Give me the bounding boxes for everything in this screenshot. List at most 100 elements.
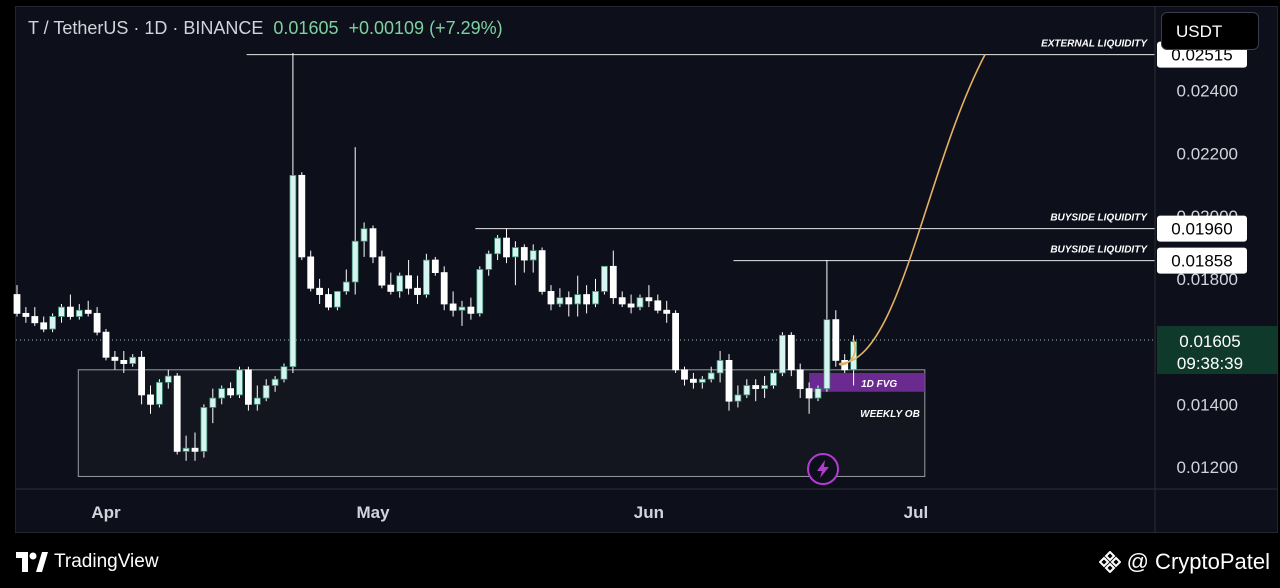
level-label: EXTERNAL LIQUIDITY [1041,39,1148,50]
candle [743,379,751,399]
candle-body-up [494,237,502,255]
candle-body-down [752,385,760,390]
tradingview-brand[interactable]: TradingView [16,551,159,573]
candle-body-down [227,388,235,396]
candle-body-down [681,369,688,380]
candle [369,225,377,264]
candle-body-down [654,300,662,311]
currency-button[interactable]: USDT [1161,12,1259,50]
candle-body-up [592,291,599,305]
x-tick-label: May [356,503,390,522]
candle-body-up [218,388,226,399]
candle-body-down [440,272,448,305]
x-tick-label: Jul [904,503,929,522]
y-tick-label: 0.02400 [1177,82,1238,101]
candle [583,285,590,314]
candle [182,435,190,461]
candle [698,376,706,389]
candle [102,329,110,361]
candle [627,294,635,314]
candle [280,363,288,383]
candle [494,234,502,261]
candle-body-up [476,269,484,314]
candle-body-down [645,297,653,302]
candle-body-up [333,291,341,308]
time-axis[interactable]: Apr May Jun Jul [91,503,928,522]
candle [200,404,208,458]
candle [814,385,822,402]
weekly-ob-zone: WEEKLY OB [77,369,926,477]
candle-body-down [120,360,128,364]
candle-body-down [520,247,528,261]
candle [360,222,368,257]
symbol-title: T / TetherUS · 1D · BINANCE [28,18,264,38]
candle [111,351,119,370]
candle-body-up [164,375,172,383]
y-tick-label: 0.01400 [1177,395,1238,414]
candle-body-up [823,319,831,390]
candle [431,256,439,276]
candle [707,366,715,383]
lightning-icon[interactable] [807,453,839,485]
candle [529,244,537,273]
x-tick-label: Apr [91,503,121,522]
candle [58,303,65,323]
candle-body-up [129,356,137,364]
candle [520,244,528,273]
candle [298,172,306,261]
tradingview-label: TradingView [54,551,159,572]
level-label: BUYSIDE LIQUIDITY [1050,213,1148,224]
level-price-badge: 0.01960 [1157,215,1247,242]
candle-body-up [360,228,368,242]
candle-body-down [93,312,101,333]
candle [209,388,217,424]
candle-body-down [316,287,324,295]
candle [592,278,599,308]
candle-body-down [725,360,733,402]
symbol-header[interactable]: T / TetherUS · 1D · BINANCE 0.01605 +0.001… [28,18,503,39]
candle [75,303,83,320]
candle-body-down [547,291,555,305]
last-price: 0.01605 [273,18,339,38]
candle [325,288,332,311]
candle-body-down [147,394,154,405]
candle-body-up [49,316,56,330]
fvg-box [809,372,925,392]
candle-body-down [387,284,395,292]
candle-body-down [244,369,252,405]
candle-body-down [40,322,48,330]
candle [396,272,404,298]
candle-body-up [200,407,208,452]
candle [512,241,519,286]
candle-body-down [405,275,413,289]
badge-value: 0.02515 [1171,46,1232,65]
candle-body-up [280,366,288,380]
candle-body-up [262,385,270,399]
candle-body-down [378,256,386,286]
candle [333,291,341,311]
fvg-zone: 1D FVG [809,372,925,392]
candle-body-up [601,265,608,292]
candle-body-down [307,256,315,289]
candle-body-down [538,250,546,292]
candle [538,247,546,295]
candle [654,294,662,314]
candle-body-up [556,297,564,305]
candle [244,366,252,411]
candle-body-up [182,447,190,452]
candle-body-up [485,253,493,270]
candle-body-down [369,228,377,258]
candle [761,376,768,399]
candle-body-up [770,372,777,386]
candle [378,250,386,289]
candle [120,351,128,373]
level-price-badge: 0.01858 [1157,247,1247,274]
badge-bg [1157,247,1247,274]
candle [405,260,413,295]
candle [690,372,697,389]
candle [503,228,510,264]
candle-body-up [458,306,466,311]
candle [734,385,742,408]
candle-body-up [512,247,519,258]
